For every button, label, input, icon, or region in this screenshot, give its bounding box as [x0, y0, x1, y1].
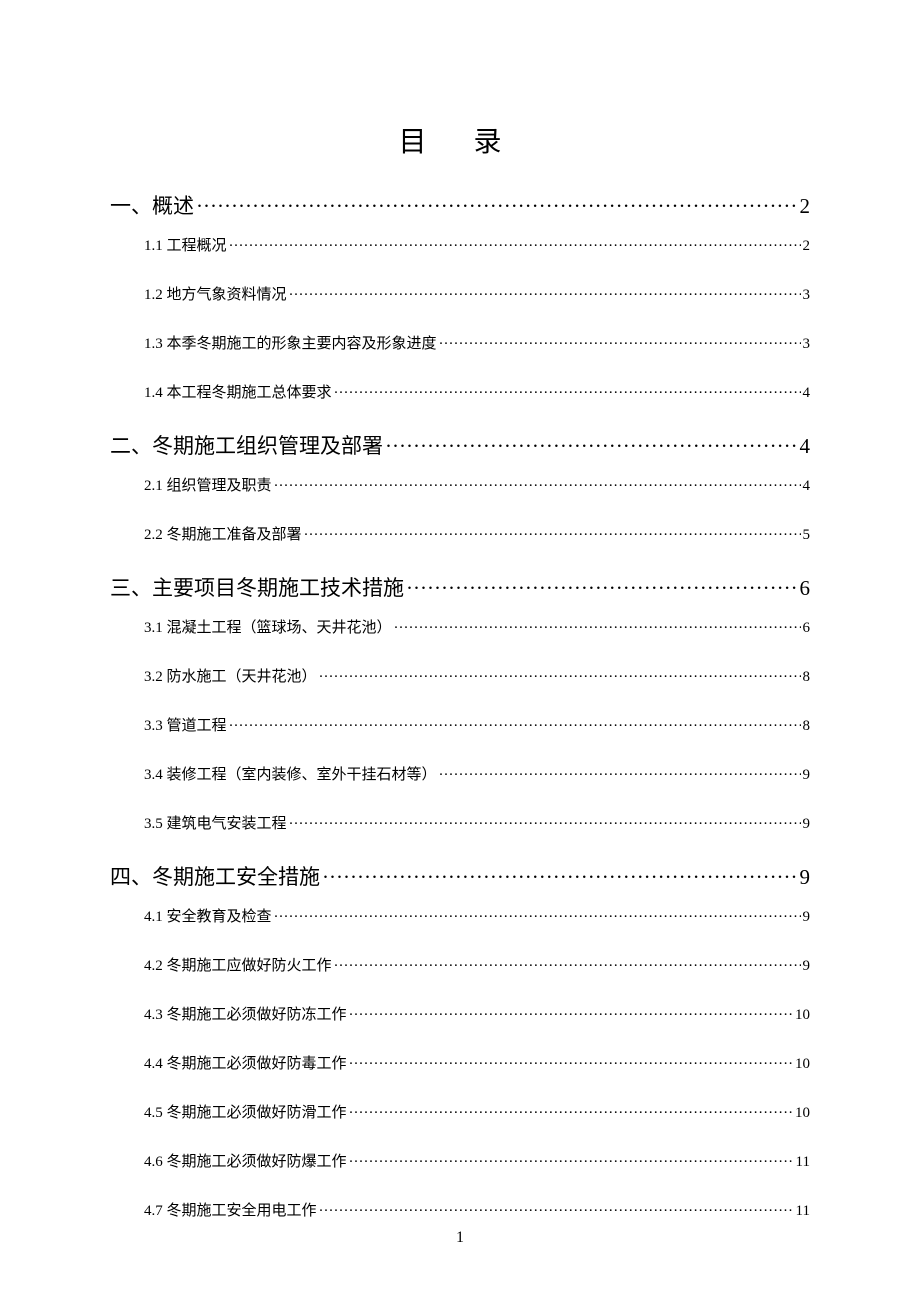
- toc-subsection-label: 2.2 冬期施工准备及部署: [144, 523, 302, 544]
- toc-section-label: 一、概述: [110, 190, 194, 220]
- toc-subsection: 1.3 本季冬期施工的形象主要内容及形象进度··················…: [110, 332, 810, 353]
- toc-subsection-page: 11: [796, 1203, 810, 1220]
- toc-leader-dots: ········································…: [439, 336, 801, 353]
- toc-section-label: 三、主要项目冬期施工技术措施: [110, 572, 404, 602]
- toc-subsection-page: 9: [803, 958, 811, 975]
- toc-subsection: 4.6 冬期施工必须做好防爆工作························…: [110, 1150, 810, 1171]
- toc-section-page: 9: [800, 865, 811, 890]
- toc-subsection-label: 4.1 安全教育及检查: [144, 905, 272, 926]
- toc-title: 目 录: [110, 120, 810, 160]
- toc-subsection: 4.1 安全教育及检查·····························…: [110, 905, 810, 926]
- toc-section: 四、冬期施工安全措施······························…: [110, 861, 810, 891]
- toc-subsection: 1.1 工程概况································…: [110, 234, 810, 255]
- toc-section-page: 4: [800, 434, 811, 459]
- toc-subsection: 3.2 防水施工（天井花池）··························…: [110, 665, 810, 686]
- toc-leader-dots: ········································…: [349, 1105, 793, 1122]
- toc-subsection: 2.2 冬期施工准备及部署···························…: [110, 523, 810, 544]
- toc-subsection-label: 1.3 本季冬期施工的形象主要内容及形象进度: [144, 332, 437, 353]
- toc-leader-dots: ········································…: [319, 1203, 794, 1220]
- toc-subsection-page: 4: [803, 385, 811, 402]
- toc-subsection-page: 5: [803, 527, 811, 544]
- toc-subsection: 3.3 管道工程································…: [110, 714, 810, 735]
- toc-subsection: 3.4 装修工程（室内装修、室外干挂石材等）··················…: [110, 763, 810, 784]
- toc-leader-dots: ········································…: [289, 816, 801, 833]
- toc-subsection-page: 3: [803, 287, 811, 304]
- toc-subsection-label: 4.7 冬期施工安全用电工作: [144, 1199, 317, 1220]
- toc-subsection: 4.7 冬期施工安全用电工作··························…: [110, 1199, 810, 1220]
- toc-leader-dots: ········································…: [229, 238, 801, 255]
- toc-subsection-label: 3.4 装修工程（室内装修、室外干挂石材等）: [144, 763, 437, 784]
- toc-section: 二、冬期施工组织管理及部署···························…: [110, 430, 810, 460]
- toc-leader-dots: ········································…: [406, 576, 798, 601]
- toc-leader-dots: ········································…: [349, 1056, 793, 1073]
- toc-subsection-page: 3: [803, 336, 811, 353]
- toc-section-page: 2: [800, 194, 811, 219]
- toc-subsection-label: 3.3 管道工程: [144, 714, 227, 735]
- toc-container: 一、概述····································…: [110, 190, 810, 1220]
- toc-leader-dots: ········································…: [196, 194, 798, 219]
- toc-subsection: 1.4 本工程冬期施工总体要求·························…: [110, 381, 810, 402]
- toc-leader-dots: ········································…: [349, 1007, 793, 1024]
- toc-leader-dots: ········································…: [322, 865, 798, 890]
- toc-subsection: 3.1 混凝土工程（篮球场、天井花池）·····················…: [110, 616, 810, 637]
- toc-subsection: 1.2 地方气象资料情况····························…: [110, 283, 810, 304]
- toc-subsection-page: 2: [803, 238, 811, 255]
- toc-subsection-page: 6: [803, 620, 811, 637]
- toc-subsection-page: 9: [803, 816, 811, 833]
- toc-leader-dots: ········································…: [349, 1154, 794, 1171]
- toc-subsection-page: 10: [795, 1007, 810, 1024]
- toc-subsection-page: 9: [803, 767, 811, 784]
- toc-subsection-page: 8: [803, 669, 811, 686]
- toc-leader-dots: ········································…: [439, 767, 801, 784]
- toc-leader-dots: ········································…: [229, 718, 801, 735]
- toc-subsection-label: 4.6 冬期施工必须做好防爆工作: [144, 1150, 347, 1171]
- toc-section-label: 四、冬期施工安全措施: [110, 861, 320, 891]
- toc-subsection-page: 11: [796, 1154, 810, 1171]
- toc-subsection-label: 3.5 建筑电气安装工程: [144, 812, 287, 833]
- toc-subsection-label: 1.2 地方气象资料情况: [144, 283, 287, 304]
- toc-subsection-label: 1.1 工程概况: [144, 234, 227, 255]
- page-number: 1: [456, 1229, 464, 1247]
- toc-leader-dots: ········································…: [274, 478, 801, 495]
- toc-leader-dots: ········································…: [304, 527, 801, 544]
- toc-subsection-label: 4.4 冬期施工必须做好防毒工作: [144, 1052, 347, 1073]
- toc-subsection-page: 9: [803, 909, 811, 926]
- toc-subsection-page: 10: [795, 1105, 810, 1122]
- toc-subsection-page: 10: [795, 1056, 810, 1073]
- toc-subsection-label: 1.4 本工程冬期施工总体要求: [144, 381, 332, 402]
- toc-subsection: 4.4 冬期施工必须做好防毒工作························…: [110, 1052, 810, 1073]
- toc-subsection-label: 4.3 冬期施工必须做好防冻工作: [144, 1003, 347, 1024]
- toc-subsection: 4.3 冬期施工必须做好防冻工作························…: [110, 1003, 810, 1024]
- toc-section: 一、概述····································…: [110, 190, 810, 220]
- toc-subsection: 3.5 建筑电气安装工程····························…: [110, 812, 810, 833]
- toc-subsection-label: 2.1 组织管理及职责: [144, 474, 272, 495]
- toc-leader-dots: ········································…: [319, 669, 801, 686]
- toc-subsection: 2.1 组织管理及职责·····························…: [110, 474, 810, 495]
- toc-subsection: 4.5 冬期施工必须做好防滑工作························…: [110, 1101, 810, 1122]
- toc-leader-dots: ········································…: [334, 958, 801, 975]
- toc-subsection-label: 3.2 防水施工（天井花池）: [144, 665, 317, 686]
- toc-leader-dots: ········································…: [394, 620, 801, 637]
- toc-leader-dots: ········································…: [334, 385, 801, 402]
- toc-subsection: 4.2 冬期施工应做好防火工作·························…: [110, 954, 810, 975]
- toc-subsection-page: 8: [803, 718, 811, 735]
- toc-section-page: 6: [800, 576, 811, 601]
- toc-subsection-label: 4.2 冬期施工应做好防火工作: [144, 954, 332, 975]
- toc-section: 三、主要项目冬期施工技术措施··························…: [110, 572, 810, 602]
- toc-subsection-page: 4: [803, 478, 811, 495]
- toc-section-label: 二、冬期施工组织管理及部署: [110, 430, 383, 460]
- toc-leader-dots: ········································…: [289, 287, 801, 304]
- toc-leader-dots: ········································…: [274, 909, 801, 926]
- toc-subsection-label: 4.5 冬期施工必须做好防滑工作: [144, 1101, 347, 1122]
- toc-leader-dots: ········································…: [385, 434, 798, 459]
- toc-subsection-label: 3.1 混凝土工程（篮球场、天井花池）: [144, 616, 392, 637]
